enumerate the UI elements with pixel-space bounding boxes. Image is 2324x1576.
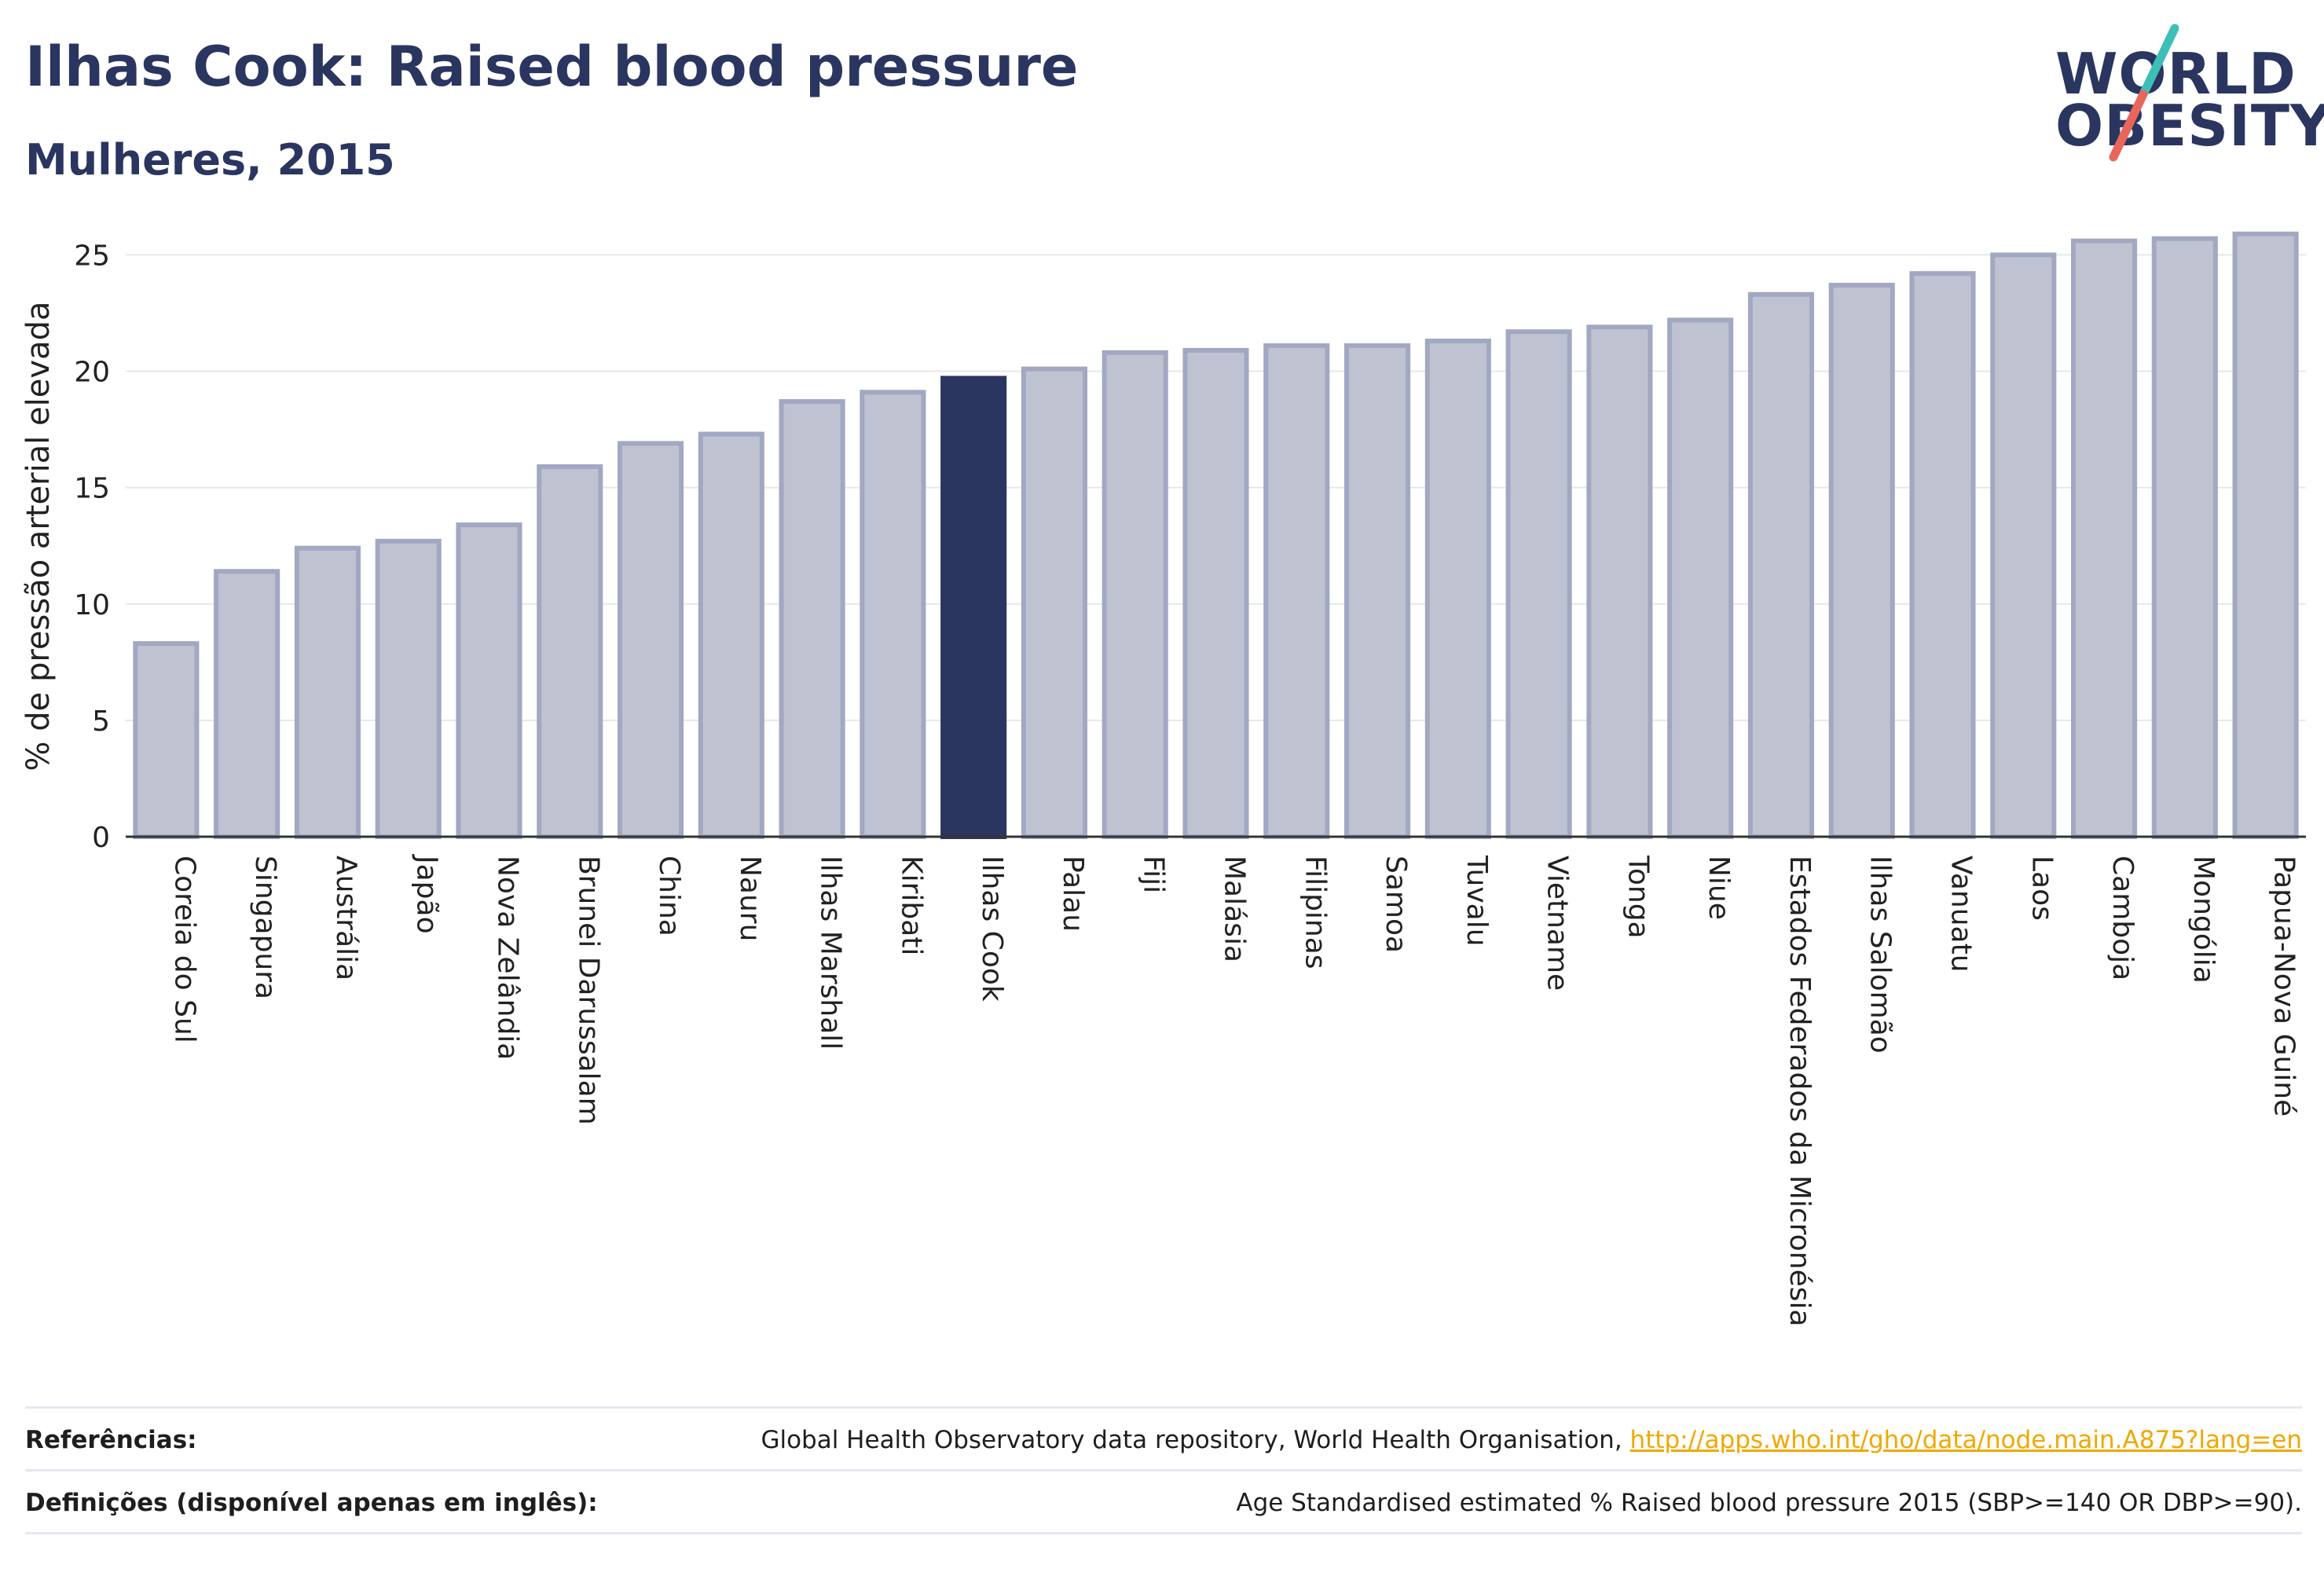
logo-slash-icon [2109,24,2179,162]
bar[interactable] [2151,236,2218,839]
x-tick-label: Singapura [249,856,281,999]
bar[interactable] [1102,350,1168,839]
bar[interactable] [779,399,845,840]
y-axis-title: % de pressão arterial elevada [20,302,57,772]
bar[interactable] [1182,347,1249,840]
x-tick-label: Nova Zelândia [492,856,524,1060]
y-tick-label: 0 [92,822,110,854]
x-tick-label: Papua-Nova Guiné [2268,856,2300,1116]
x-tick-label: Vanuatu [1945,856,1978,973]
references-link[interactable]: http://apps.who.int/gho/data/node.main.A… [1629,1426,2302,1454]
logo-line-2: OBESITY [2055,93,2324,159]
x-tick-label: Brunei Darussalam [572,856,604,1125]
bar[interactable] [1990,252,2057,839]
x-tick-label: Filipinas [1299,856,1331,969]
chart-title: Ilhas Cook: Raised blood pressure [25,35,1079,99]
x-tick-label: Ilhas Salomão [1864,856,1897,1054]
x-tick-label: Coreia do Sul [168,856,200,1043]
bar[interactable] [456,522,522,839]
references-text: Global Health Observatory data repositor… [761,1426,1630,1454]
x-tick-label: Laos [2025,856,2058,921]
logo-line-1: WORLD [2055,41,2297,107]
bar[interactable] [133,641,200,839]
x-tick-label: Niue [1703,856,1735,920]
bar[interactable] [1263,343,1330,839]
bar[interactable] [1586,324,1653,839]
y-tick-label: 15 [74,473,110,505]
bar[interactable] [375,538,442,839]
y-tick-label: 5 [92,706,110,738]
bar[interactable] [1424,339,1491,840]
x-tick-label: Camboja [2106,856,2139,980]
bar[interactable] [1828,282,1895,839]
chart-subtitle: Mulheres, 2015 [25,135,395,185]
bar[interactable] [940,376,1007,839]
footer-definitions: Definições (disponível apenas em inglês)… [25,1469,2302,1534]
x-tick-label: Samoa [1380,856,1412,953]
x-tick-label: China [653,856,685,936]
bars [133,231,2299,840]
bar[interactable] [1505,329,1572,840]
references-label: Referências: [25,1426,197,1454]
x-tick-label: Palau [1057,856,1089,932]
x-tick-label: Estados Federados da Micronésia [1783,856,1816,1327]
footer-references: Referências: Global Health Observatory d… [25,1406,2302,1472]
definitions-label: Definições (disponível apenas em inglês)… [25,1489,598,1517]
x-tick-label: Fiji [1138,856,1170,893]
bar[interactable] [1021,366,1088,839]
bar[interactable] [1667,317,1734,839]
x-tick-label: Nauru [734,856,766,941]
bar[interactable] [294,545,361,839]
bar[interactable] [860,390,926,840]
bar[interactable] [2071,238,2138,839]
bar[interactable] [537,464,603,839]
y-tick-label: 20 [74,357,110,389]
bar[interactable] [618,441,684,839]
bar[interactable] [214,569,280,839]
bar[interactable] [698,431,764,839]
x-tick-label: Tonga [1622,855,1654,939]
x-tick-label: Malásia [1219,856,1251,962]
footer-divider [25,1532,2302,1534]
y-tick-label: 10 [74,589,110,621]
bar-chart: 0 5 10 15 20 25 Coreia do Sul Singapura Austráli… [20,231,2306,1327]
x-tick-label: Austrália [330,856,362,980]
bar[interactable] [1909,271,1976,839]
x-tick-label: Ilhas Marshall [815,856,847,1050]
bar[interactable] [1344,343,1411,839]
axes: 0 5 10 15 20 25 Coreia do Sul Singapura Austráli… [74,240,2306,1327]
x-tick-label: Vietname [1541,856,1574,991]
x-tick-label: Mongólia [2187,856,2220,984]
world-obesity-logo[interactable]: WORLD OBESITY [2051,22,2324,171]
x-tick-label: Tuvalu [1461,855,1493,947]
definitions-text: Age Standardised estimated % Raised bloo… [1236,1489,2302,1517]
y-tick-label: 25 [74,240,110,272]
x-tick-label: Kiribati [895,856,927,955]
bar[interactable] [1747,291,1815,839]
x-tick-label: Japão [411,854,443,934]
references-value: Global Health Observatory data repositor… [761,1426,2302,1454]
bar[interactable] [2232,231,2299,840]
x-tick-label: Ilhas Cook [976,856,1008,1002]
